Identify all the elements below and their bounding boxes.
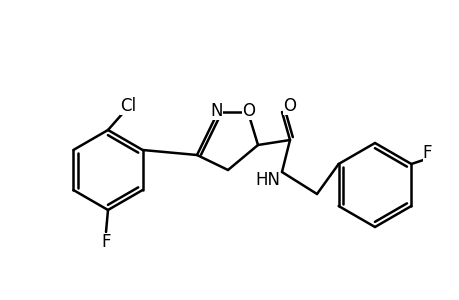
Text: O: O (283, 97, 296, 115)
Text: Cl: Cl (120, 97, 136, 115)
Text: O: O (242, 102, 255, 120)
Text: F: F (422, 144, 431, 162)
Text: N: N (210, 102, 223, 120)
Text: HN: HN (255, 171, 280, 189)
Text: F: F (101, 233, 111, 251)
